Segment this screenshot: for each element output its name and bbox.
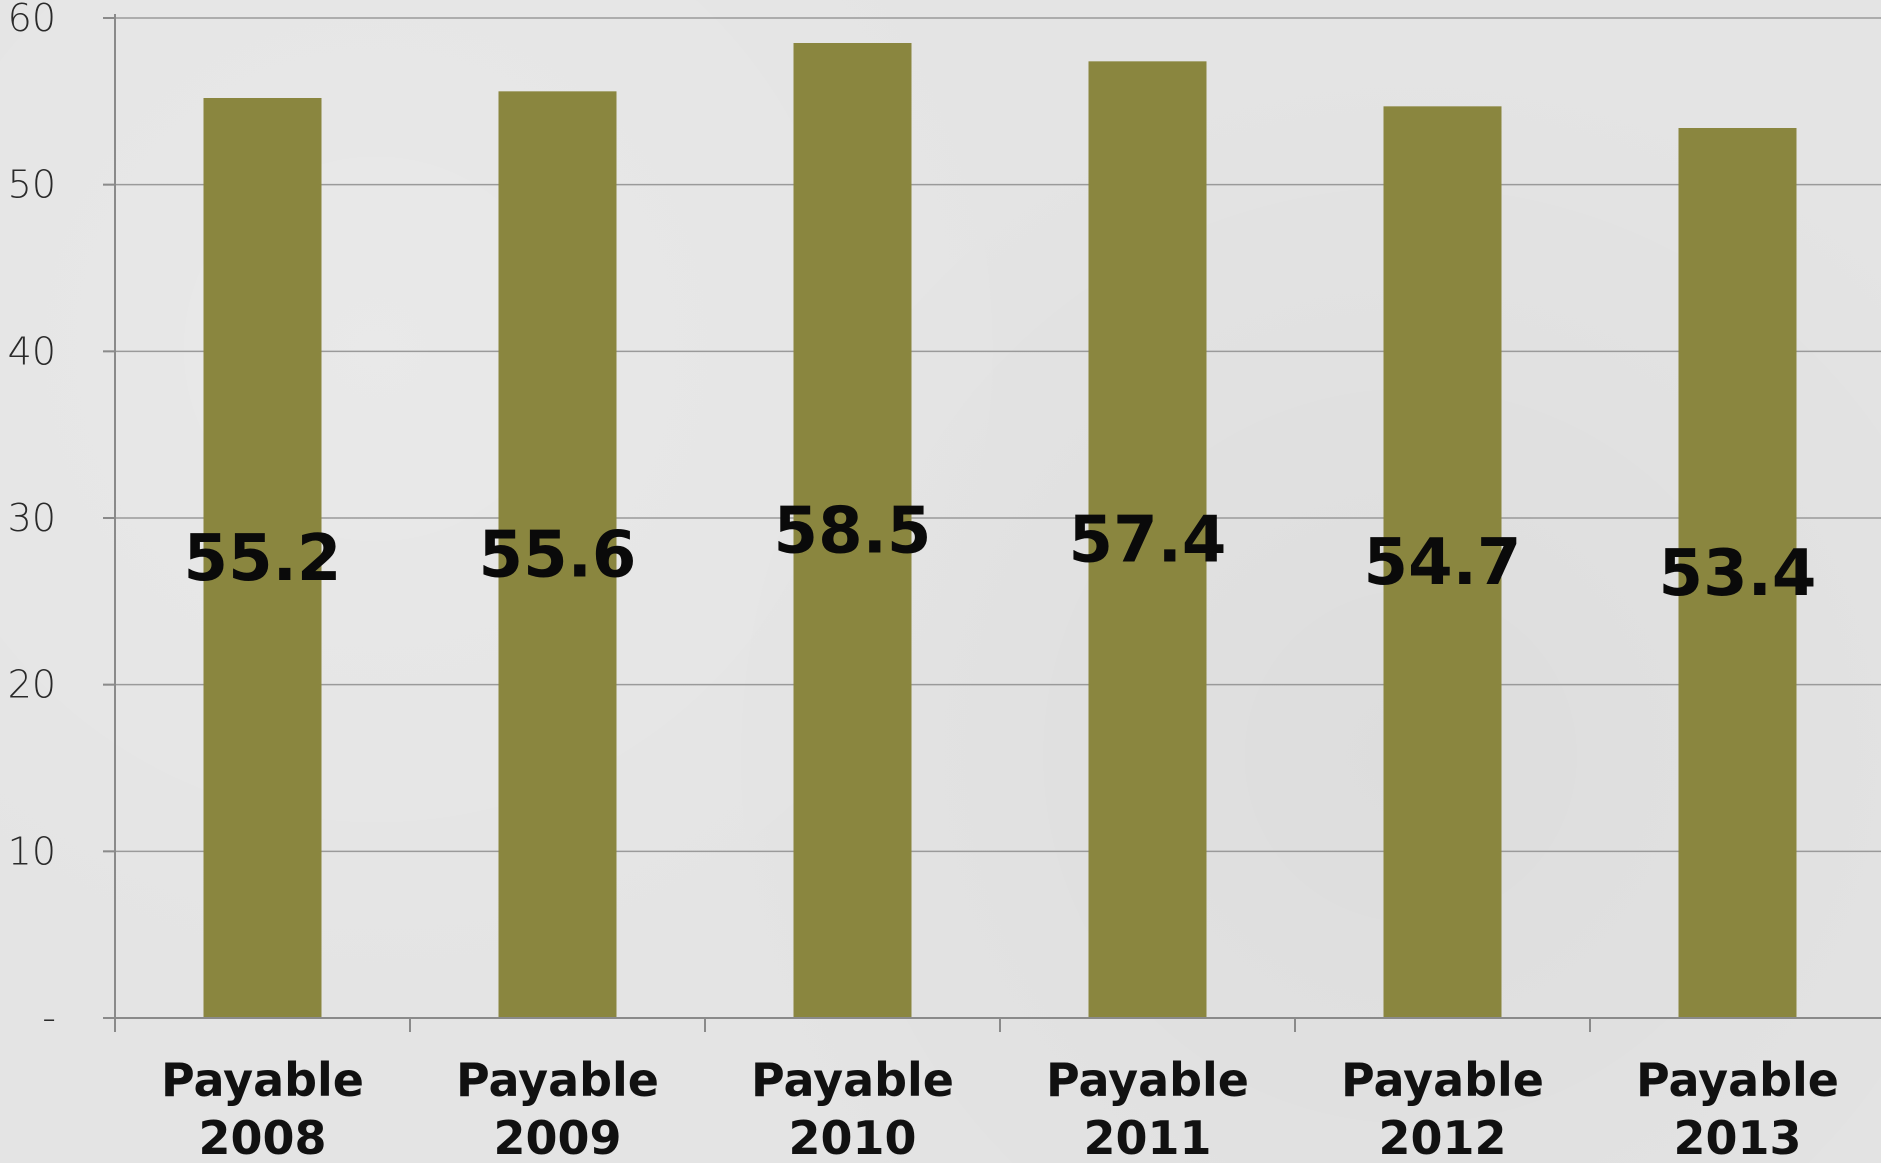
y-tick-label: 40 [8,329,56,373]
x-category-label-line: Payable [751,1053,954,1107]
gridlines [103,17,1881,853]
x-category-label: Payable 2011 [1046,1053,1249,1163]
x-category-label: Payable 2012 [1341,1053,1544,1163]
y-axis-tick-labels: - 10 20 30 40 50 60 [8,0,56,1040]
x-category-label-line: 2009 [493,1111,621,1163]
data-label: 57.4 [1069,504,1227,578]
y-tick-label: 10 [8,829,56,873]
x-category-label-line: Payable [456,1053,659,1107]
x-category-label-line: 2008 [198,1111,326,1163]
x-category-label-line: Payable [1341,1053,1544,1107]
bar-payable-2011 [1088,61,1207,1019]
data-label: 58.5 [774,495,932,569]
x-category-label-line: 2013 [1673,1111,1801,1163]
y-tick-label: 60 [8,0,56,40]
bar-payable-2010 [793,43,912,1018]
x-category-label-line: 2010 [788,1111,916,1163]
x-category-label-line: Payable [161,1053,364,1107]
x-category-label-line: 2012 [1378,1111,1506,1163]
x-category-label: Payable 2013 [1636,1053,1839,1163]
data-label: 54.7 [1364,526,1522,600]
data-label: 55.2 [184,522,342,596]
bar-payable-2009 [498,91,617,1019]
data-label: 53.4 [1659,537,1817,611]
bar-payable-2012 [1383,106,1502,1019]
x-category-label-line: Payable [1046,1053,1249,1107]
data-label: 55.6 [479,519,637,593]
axes [103,14,1881,1032]
x-category-label: Payable 2010 [751,1053,954,1163]
x-category-label-line: Payable [1636,1053,1839,1107]
y-tick-label: - [42,996,56,1040]
x-category-label: Payable 2008 [161,1053,364,1163]
data-labels: 55.2 55.6 58.5 57.4 54.7 53.4 [184,495,1817,612]
x-category-label: Payable 2009 [456,1053,659,1163]
y-tick-label: 30 [8,496,56,540]
y-tick-label: 50 [8,163,56,207]
bar-payable-2008 [203,98,322,1018]
bar-payable-2013 [1678,128,1797,1018]
x-category-label-line: 2011 [1083,1111,1211,1163]
bars [203,43,1797,1019]
y-tick-label: 20 [8,663,56,707]
